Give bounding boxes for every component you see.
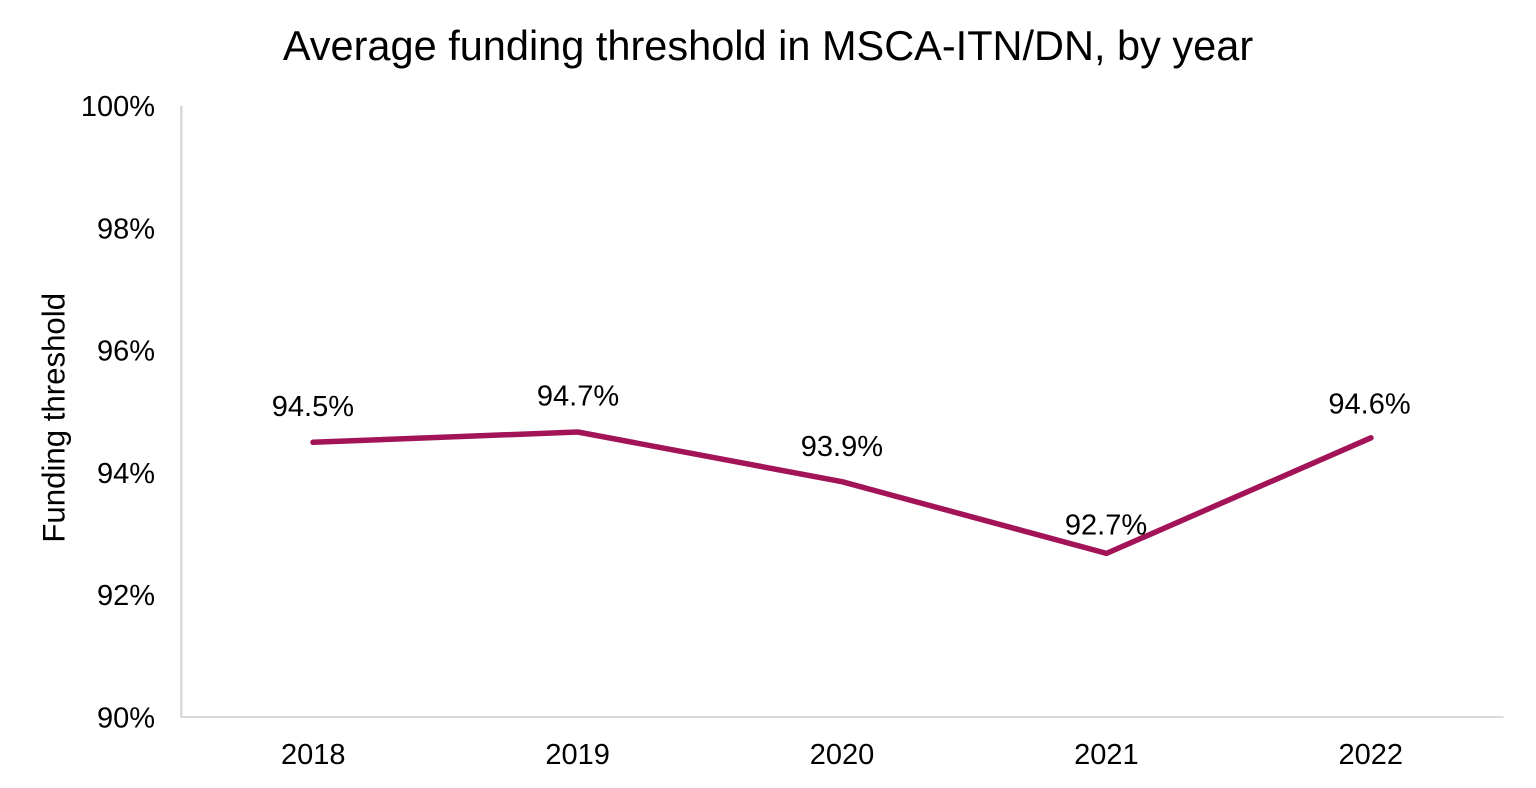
svg-text:94.6%: 94.6% (1328, 389, 1410, 421)
svg-text:2021: 2021 (1074, 739, 1139, 771)
svg-text:2019: 2019 (545, 739, 610, 771)
svg-text:2018: 2018 (281, 739, 346, 771)
svg-text:93.9%: 93.9% (801, 431, 883, 463)
svg-text:94.5%: 94.5% (272, 391, 354, 423)
svg-text:92.7%: 92.7% (1065, 509, 1147, 541)
svg-text:94%: 94% (97, 458, 155, 490)
svg-text:Funding threshold: Funding threshold (37, 293, 72, 543)
svg-text:2022: 2022 (1339, 739, 1404, 771)
svg-text:Average funding threshold in M: Average funding threshold in MSCA-ITN/DN… (283, 22, 1253, 69)
svg-text:100%: 100% (81, 91, 155, 123)
svg-text:98%: 98% (97, 214, 155, 246)
svg-text:2020: 2020 (810, 739, 875, 771)
svg-text:94.7%: 94.7% (537, 381, 619, 413)
svg-text:96%: 96% (97, 336, 155, 368)
svg-text:90%: 90% (97, 703, 155, 735)
svg-text:92%: 92% (97, 580, 155, 612)
